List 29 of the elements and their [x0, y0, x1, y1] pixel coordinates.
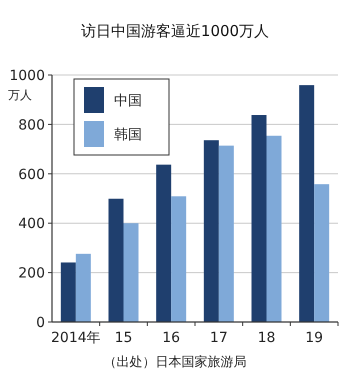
legend-label: 韩国 [114, 127, 142, 143]
y-tick-label: 1000 [9, 68, 45, 84]
x-tick-label: 19 [305, 330, 324, 346]
bar [108, 198, 124, 322]
text: （出处）日本国家旅游局 [104, 354, 246, 370]
x-tick-label: 16 [162, 330, 180, 346]
bar [156, 164, 172, 322]
bar [218, 146, 234, 322]
y-tick-label: 0 [36, 315, 45, 331]
bar [171, 196, 186, 322]
bar [314, 184, 330, 322]
y-tick-label: 400 [18, 216, 45, 232]
bar [124, 223, 138, 322]
y-tick-label: 800 [18, 117, 45, 134]
bar [76, 254, 91, 322]
y-axis-title: 万人 [8, 88, 32, 102]
legend-label: 中国 [114, 93, 142, 109]
y-tick-label: 600 [18, 166, 45, 183]
bar [60, 262, 76, 322]
chart-title: 访日中国游客逼近1000万人 [80, 22, 270, 40]
bar [252, 115, 266, 322]
bar [299, 85, 314, 322]
x-tick-label: 17 [210, 330, 228, 346]
bar [204, 140, 219, 322]
y-tick-label: 200 [18, 266, 45, 282]
bar [266, 136, 282, 322]
x-tick-label: 18 [258, 330, 276, 346]
x-tick-label: 15 [114, 330, 132, 346]
x-tick-label: 2014年 [51, 330, 101, 346]
